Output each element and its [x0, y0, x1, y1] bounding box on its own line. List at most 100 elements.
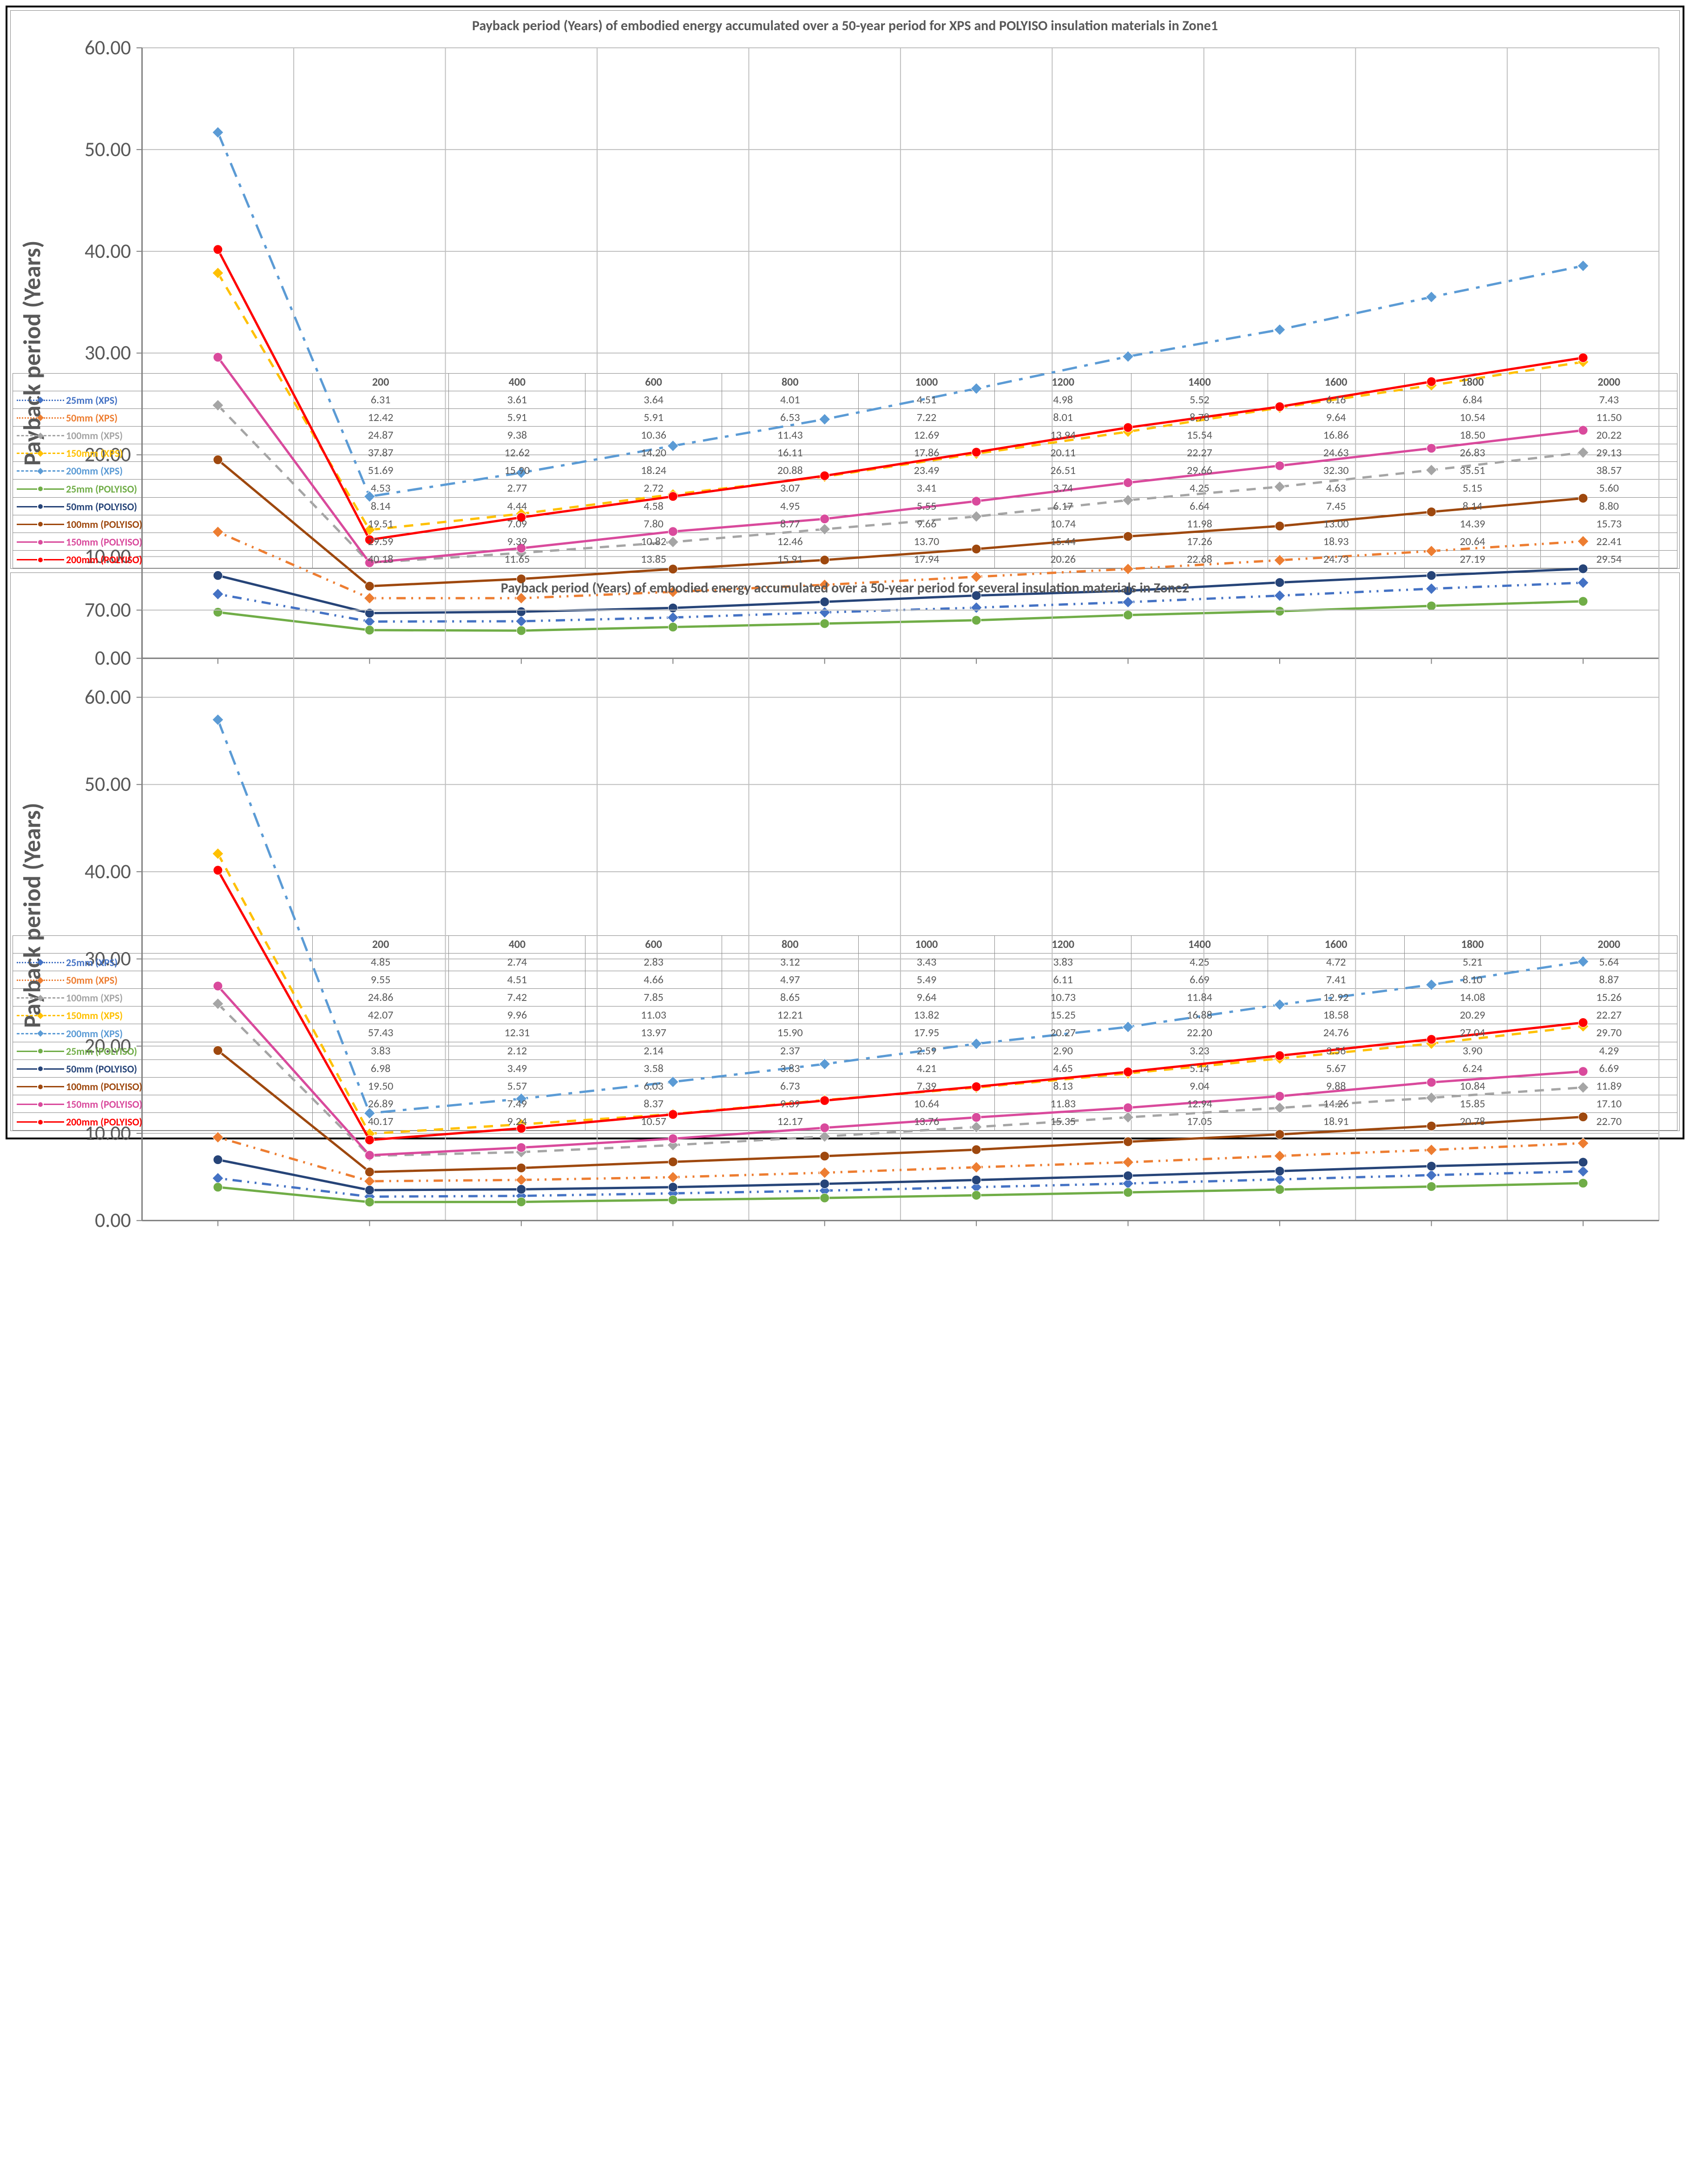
- data-cell: 10.82: [585, 533, 722, 550]
- series-marker: [820, 514, 829, 523]
- data-cell: 22.20: [1131, 1024, 1268, 1042]
- series-marker: [1275, 521, 1284, 531]
- legend-marker-diamond: [37, 1030, 44, 1037]
- data-cell: 7.22: [858, 408, 995, 426]
- series-marker: [972, 1175, 981, 1184]
- data-cell: 6.84: [1404, 391, 1541, 408]
- data-cell: 17.95: [858, 1024, 995, 1042]
- data-cell: 7.41: [1268, 971, 1404, 988]
- data-cell: 15.44: [995, 533, 1131, 550]
- series-marker: [365, 625, 374, 635]
- data-cell: 17.10: [1541, 1095, 1677, 1113]
- legend-line-icon: [17, 559, 37, 560]
- data-cell: 5.57: [449, 1077, 585, 1095]
- data-cell: 6.03: [585, 1077, 722, 1095]
- data-cell: 17.05: [1131, 1113, 1268, 1131]
- legend-line-icon: [44, 417, 64, 419]
- series-marker: [1275, 1185, 1284, 1194]
- series-marker: [1578, 1158, 1588, 1167]
- series-marker: [971, 1162, 982, 1173]
- series-marker: [1427, 1034, 1436, 1044]
- data-cell: 7.43: [1541, 391, 1677, 408]
- legend-line-icon: [17, 470, 37, 472]
- series-marker: [668, 1157, 677, 1166]
- category-header: 200: [312, 373, 449, 391]
- category-header: 1200: [995, 373, 1131, 391]
- data-cell: 29.54: [1541, 551, 1677, 568]
- series-marker: [1124, 478, 1133, 487]
- data-cell: 3.49: [449, 1059, 585, 1077]
- ytick-label: 60.00: [85, 684, 131, 709]
- table-row: 100mm (XPS)24.879.3810.3611.4312.6913.94…: [13, 426, 1677, 444]
- data-cell: 11.89: [1541, 1077, 1677, 1095]
- data-cell: 18.24: [585, 462, 722, 480]
- series-marker: [1427, 1078, 1436, 1087]
- series-marker: [213, 455, 223, 464]
- chart-panel-zone1: Payback period (Years) of embodied energ…: [10, 10, 1680, 569]
- data-cell: 6.73: [722, 1077, 858, 1095]
- data-cell: 5.60: [1541, 480, 1677, 497]
- data-cell: 9.38: [449, 426, 585, 444]
- legend-line-icon: [44, 524, 64, 525]
- legend-line-icon: [44, 962, 64, 963]
- data-cell: 11.43: [722, 426, 858, 444]
- data-cell: 9.55: [312, 971, 449, 988]
- chart-title: Payback period (Years) of embodied energ…: [13, 13, 1677, 39]
- series-marker: [1124, 423, 1133, 432]
- data-cell: 20.22: [1541, 426, 1677, 444]
- series-marker: [667, 1171, 678, 1183]
- series-marker: [1124, 1103, 1133, 1112]
- data-cell: 24.87: [312, 426, 449, 444]
- series-label-cell: 50mm (XPS): [13, 971, 313, 988]
- legend-line-icon: [44, 400, 64, 401]
- chart-plot-area: 0.0010.0020.0030.0040.0050.0060.00Paybac…: [13, 39, 1677, 373]
- data-cell: 4.51: [858, 391, 995, 408]
- table-row: 25mm (XPS)4.852.742.833.123.433.834.254.…: [13, 953, 1677, 971]
- legend-line-icon: [17, 541, 37, 543]
- series-marker: [517, 1163, 526, 1172]
- series-marker: [1427, 443, 1436, 453]
- series-label-text: 100mm (XPS): [66, 992, 123, 1004]
- data-cell: 11.03: [585, 1006, 722, 1024]
- series-label-text: 50mm (XPS): [66, 412, 118, 424]
- data-cell: 13.85: [585, 551, 722, 568]
- series-marker: [820, 597, 829, 606]
- series-marker: [1578, 564, 1588, 573]
- series-marker: [213, 607, 223, 617]
- series-marker: [1275, 1051, 1284, 1060]
- series-label-cell: 200mm (XPS): [13, 462, 313, 480]
- data-cell: 29.13: [1541, 444, 1677, 462]
- data-cell: 38.57: [1541, 462, 1677, 480]
- data-cell: 8.10: [1404, 971, 1541, 988]
- series-marker: [364, 1176, 375, 1187]
- series-marker: [365, 1167, 374, 1177]
- series-label-cell: 200mm (POLYISO): [13, 551, 313, 568]
- data-cell: 27.19: [1404, 551, 1541, 568]
- data-cell: 14.39: [1404, 515, 1541, 533]
- legend-line-icon: [44, 470, 64, 472]
- data-cell: 24.76: [1268, 1024, 1404, 1042]
- series-label-text: 25mm (XPS): [66, 394, 118, 407]
- data-cell: 7.45: [1268, 497, 1404, 515]
- data-cell: 6.31: [312, 391, 449, 408]
- legend-line-icon: [17, 488, 37, 490]
- data-cell: 2.37: [722, 1042, 858, 1059]
- table-row: 100mm (XPS)24.867.427.858.659.6410.7311.…: [13, 989, 1677, 1006]
- data-cell: 29.66: [1131, 462, 1268, 480]
- series-marker: [1275, 461, 1284, 470]
- data-cell: 12.46: [722, 533, 858, 550]
- data-cell: 12.31: [449, 1024, 585, 1042]
- series-marker: [1427, 1182, 1436, 1191]
- legend-line-icon: [44, 1121, 64, 1123]
- data-cell: 22.27: [1131, 444, 1268, 462]
- chart-svg: 0.0010.0020.0030.0040.0050.0060.0070.00P…: [13, 601, 1677, 1267]
- series-label-cell: 100mm (XPS): [13, 426, 313, 444]
- data-cell: 11.84: [1131, 989, 1268, 1006]
- table-row: 25mm (XPS)6.313.613.644.014.514.985.526.…: [13, 391, 1677, 408]
- data-cell: 3.83: [995, 953, 1131, 971]
- legend-marker-diamond: [37, 432, 44, 439]
- series-marker: [1578, 1066, 1588, 1076]
- data-cell: 14.08: [1404, 989, 1541, 1006]
- series-label-cell: 100mm (POLYISO): [13, 515, 313, 533]
- data-cell: 6.69: [1541, 1059, 1677, 1077]
